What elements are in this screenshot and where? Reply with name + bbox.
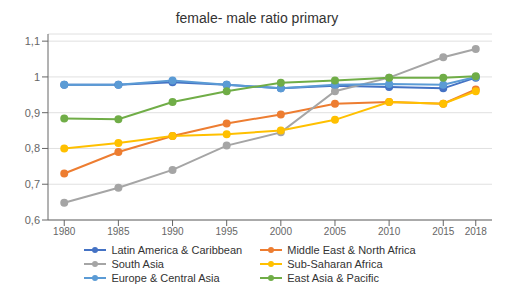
svg-text:1: 1 — [34, 71, 40, 83]
svg-text:2005: 2005 — [324, 226, 347, 237]
html-text:female- male ratio primary: female- male ratio primary — [175, 10, 339, 26]
html-text:Sub-Saharan Africa: Sub-Saharan Africa — [287, 258, 383, 270]
svg-text:1980: 1980 — [53, 226, 76, 237]
svg-text:1995: 1995 — [216, 226, 239, 237]
html-text:South Asia: South Asia — [111, 258, 164, 270]
svg-text:2018: 2018 — [465, 226, 488, 237]
html-text:Europe & Central Asia: Europe & Central Asia — [111, 272, 220, 284]
svg-text:1990: 1990 — [161, 226, 184, 237]
svg-text:1985: 1985 — [107, 226, 130, 237]
svg-text:0,8: 0,8 — [25, 142, 40, 154]
svg-text:1,1: 1,1 — [25, 35, 40, 47]
svg-text:2015: 2015 — [432, 226, 455, 237]
svg-text:0,7: 0,7 — [25, 178, 40, 190]
svg-text:0,6: 0,6 — [25, 214, 40, 226]
html-text:East Asia & Pacific: East Asia & Pacific — [287, 272, 379, 284]
html-text:Latin America & Caribbean: Latin America & Caribbean — [111, 244, 243, 256]
svg-text:2010: 2010 — [378, 226, 401, 237]
svg-text:0,9: 0,9 — [25, 107, 40, 119]
svg-text:2000: 2000 — [270, 226, 293, 237]
html-text:Middle East & North Africa: Middle East & North Africa — [287, 244, 416, 256]
